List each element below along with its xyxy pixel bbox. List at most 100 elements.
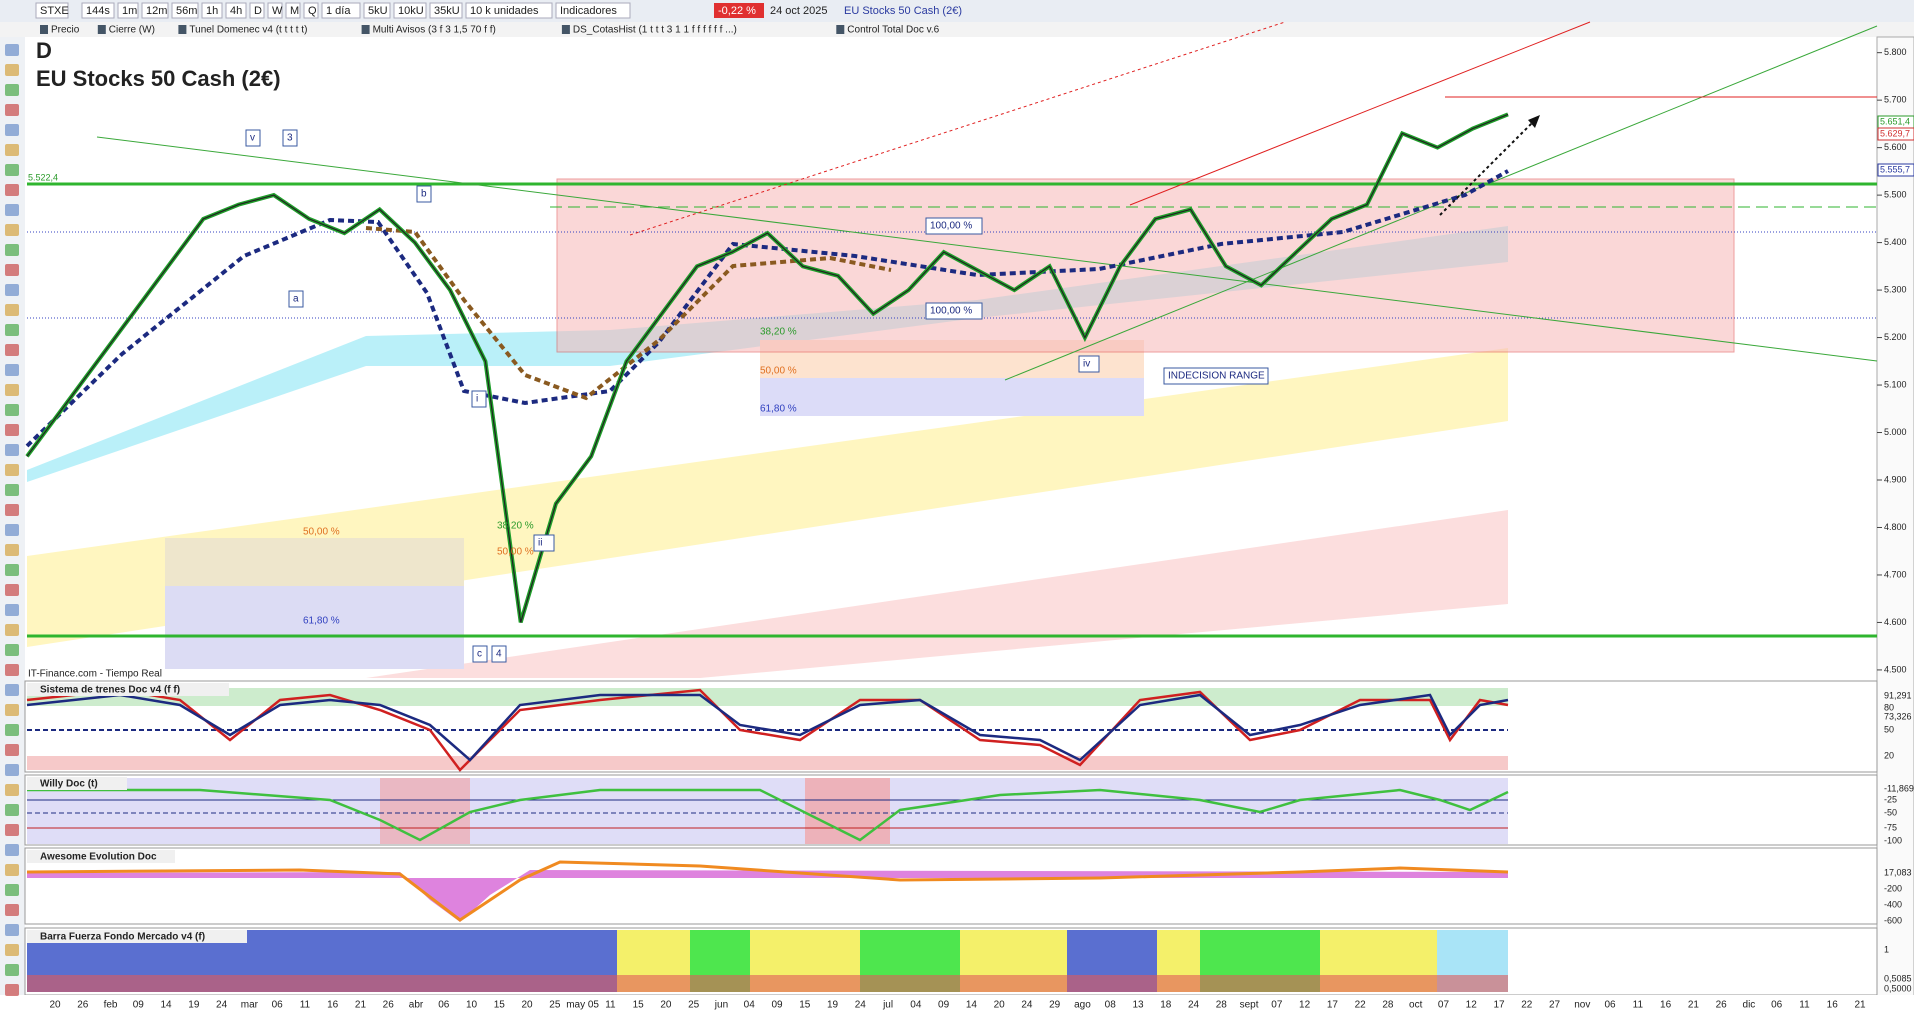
osc-line [26,693,1509,762]
tool-icon[interactable] [5,924,19,936]
tool-icon[interactable] [5,324,19,336]
timeframe-box[interactable] [171,2,199,19]
tool-icon[interactable] [5,604,19,616]
tool-icon[interactable] [5,404,19,416]
tool-icon[interactable] [5,384,19,396]
timeframe-box[interactable] [117,2,139,19]
study[interactable]: Precio [51,25,80,36]
tool-icon[interactable] [5,344,19,356]
study[interactable]: Multi Avisos (3 f 3 1,5 70 f f) [373,25,496,36]
unit-box[interactable] [393,2,427,19]
x-tick-label: sept [1240,1000,1259,1011]
tool-icon[interactable] [5,944,19,956]
period-select[interactable]: 1 día [326,5,351,17]
tool-icon[interactable] [5,44,19,56]
tool-icon[interactable] [5,884,19,896]
tool-icon[interactable] [5,864,19,876]
timeframe[interactable]: 56m [176,5,197,17]
unit-box[interactable] [429,2,463,19]
x-tick-label: nov [1574,1000,1590,1011]
timeframe[interactable]: D [254,5,262,17]
tool-icon[interactable] [5,164,19,176]
tool-icon[interactable] [5,444,19,456]
symbol-box[interactable] [35,2,69,19]
timeframe[interactable]: 4h [230,5,242,17]
unit[interactable]: 10kU [398,5,424,17]
study[interactable]: Control Total Doc v.6 [847,25,939,36]
panel-frame [24,847,1878,925]
timeframe-box[interactable] [285,2,301,19]
fib-box [760,378,1144,416]
tool-icon[interactable] [5,484,19,496]
timeframe-box[interactable] [303,2,319,19]
tool-icon[interactable] [5,744,19,756]
timeframe-box[interactable] [201,2,223,19]
tool-icon[interactable] [5,364,19,376]
annotation-box [245,129,261,147]
period-select-box[interactable] [321,2,361,19]
indicators-box[interactable] [555,2,631,19]
tool-icon[interactable] [5,464,19,476]
tool-icon[interactable] [5,584,19,596]
fib-box [165,586,464,669]
tool-icon[interactable] [5,424,19,436]
tool-icon[interactable] [5,504,19,516]
tool-icon[interactable] [5,624,19,636]
tool-icon[interactable] [5,544,19,556]
tool-icon[interactable] [5,824,19,836]
timeframe-box[interactable] [249,2,265,19]
unit[interactable]: 35kU [434,5,460,17]
symbol[interactable]: STXE [40,5,69,17]
tool-icon[interactable] [5,904,19,916]
study[interactable]: Cierre (W) [109,25,155,36]
indicators[interactable]: Indicadores [560,5,617,17]
timeframe-box[interactable] [81,2,115,19]
tool-icon[interactable] [5,264,19,276]
panel-zone [27,688,1508,706]
tool-icon[interactable] [5,284,19,296]
tool-icon[interactable] [5,524,19,536]
timeframe[interactable]: 12m [146,5,167,17]
tool-icon[interactable] [5,564,19,576]
tool-icon[interactable] [5,104,19,116]
timeframe[interactable]: 1m [122,5,137,17]
timeframe[interactable]: Q [308,5,317,17]
tool-icon[interactable] [5,84,19,96]
unit-select-box[interactable] [465,2,553,19]
tool-icon[interactable] [5,184,19,196]
tool-icon[interactable] [5,124,19,136]
timeframe[interactable]: 144s [86,5,110,17]
tool-icon[interactable] [5,684,19,696]
tool-icon[interactable] [5,984,19,996]
tool-icon[interactable] [5,64,19,76]
y-tick-label: 4.500 [1884,664,1907,674]
unit-select[interactable]: 10 k unidades [470,5,539,17]
study[interactable]: DS_CotasHist (1 t t t 3 1 1 f f f f f f … [573,25,737,36]
tool-icon[interactable] [5,144,19,156]
tool-icon[interactable] [5,704,19,716]
tool-icon[interactable] [5,244,19,256]
tool-icon[interactable] [5,204,19,216]
tool-icon[interactable] [5,644,19,656]
histogram [27,870,1508,922]
timeframe[interactable]: W [272,5,283,17]
tool-icon[interactable] [5,804,19,816]
timeframe-box[interactable] [225,2,247,19]
x-tick-label: 04 [744,1000,756,1011]
timeframe[interactable]: M [290,5,299,17]
tool-icon[interactable] [5,724,19,736]
timeframe-box[interactable] [141,2,169,19]
unit[interactable]: 5kU [368,5,388,17]
tool-icon[interactable] [5,664,19,676]
tool-icon[interactable] [5,304,19,316]
tool-icon[interactable] [5,964,19,976]
tool-icon[interactable] [5,764,19,776]
unit-box[interactable] [363,2,391,19]
timeframe-box[interactable] [267,2,283,19]
annotation: 3 [287,133,293,144]
study[interactable]: Tunel Domenec v4 (t t t t t) [189,25,307,36]
tool-icon[interactable] [5,784,19,796]
timeframe[interactable]: 1h [206,5,218,17]
tool-icon[interactable] [5,844,19,856]
tool-icon[interactable] [5,224,19,236]
